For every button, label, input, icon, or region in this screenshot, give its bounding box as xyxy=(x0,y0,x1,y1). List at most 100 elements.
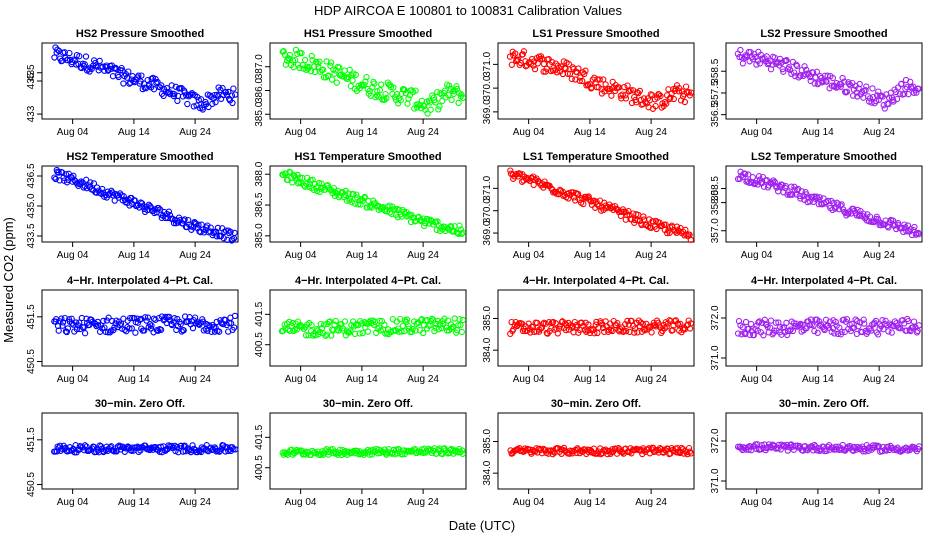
data-point xyxy=(291,326,298,333)
data-point xyxy=(756,60,764,67)
data-point xyxy=(459,316,466,324)
data-point xyxy=(232,446,239,453)
data-point xyxy=(862,87,869,94)
data-point xyxy=(448,96,455,104)
data-point xyxy=(327,59,335,66)
data-point xyxy=(915,231,922,238)
data-point xyxy=(289,179,296,186)
data-point xyxy=(911,223,918,231)
y-tick-label: 358.5 xyxy=(710,58,721,83)
x-tick-label: Aug 04 xyxy=(741,497,773,508)
data-point xyxy=(531,65,539,73)
data-point xyxy=(617,212,625,220)
data-point xyxy=(510,326,517,333)
data-point xyxy=(82,53,90,60)
data-point xyxy=(459,94,467,101)
data-point xyxy=(73,326,81,333)
data-point xyxy=(180,327,187,334)
data-point xyxy=(232,91,239,98)
data-point xyxy=(861,320,868,327)
data-point xyxy=(516,170,524,178)
panel-title: HS2 Temperature Smoothed xyxy=(66,151,213,163)
data-point xyxy=(144,314,152,321)
plot-frame xyxy=(497,412,695,490)
x-tick-label: Aug 04 xyxy=(513,497,545,508)
x-tick-label: Aug 24 xyxy=(179,497,211,508)
data-point xyxy=(910,318,918,325)
data-point xyxy=(382,90,389,98)
x-tick-label: Aug 24 xyxy=(407,497,439,508)
data-point xyxy=(171,91,178,98)
data-point xyxy=(341,67,348,74)
data-point xyxy=(294,50,301,58)
data-point xyxy=(755,173,763,180)
panel-title: LS1 Temperature Smoothed xyxy=(523,151,669,163)
data-point xyxy=(135,448,142,456)
data-point xyxy=(571,318,578,326)
data-point xyxy=(453,83,460,90)
data-point xyxy=(605,326,613,334)
x-tick-label: Aug 14 xyxy=(802,497,834,508)
data-point xyxy=(310,330,317,338)
x-tick-label: Aug 04 xyxy=(513,374,545,385)
y-tick-label: 385.0 xyxy=(482,306,493,331)
x-tick-label: Aug 24 xyxy=(863,250,895,261)
data-point xyxy=(137,199,144,206)
panel-title: 30−min. Zero Off. xyxy=(323,398,413,410)
data-point xyxy=(863,83,870,90)
data-point xyxy=(333,79,340,86)
data-point xyxy=(213,233,220,240)
data-point xyxy=(640,213,647,220)
data-point xyxy=(542,320,549,327)
data-point xyxy=(290,327,297,335)
data-point xyxy=(408,328,416,336)
data-point xyxy=(648,329,655,336)
data-point xyxy=(105,314,112,321)
data-point xyxy=(803,66,810,74)
x-tick-label: Aug 04 xyxy=(57,250,89,261)
data-point xyxy=(754,441,761,448)
data-point xyxy=(205,103,212,111)
panel-8: LS2 Temperature Smoothed Aug 04 Aug 14 Aug … xyxy=(710,151,923,261)
data-point xyxy=(608,92,615,99)
data-point xyxy=(364,328,372,335)
data-point xyxy=(61,314,69,322)
data-point xyxy=(661,98,669,106)
data-point xyxy=(213,91,220,99)
series-points xyxy=(734,315,923,339)
data-point xyxy=(173,326,180,334)
plot-frame xyxy=(269,412,467,490)
data-point xyxy=(772,319,780,326)
data-point xyxy=(211,328,219,335)
data-point xyxy=(432,99,439,106)
data-point xyxy=(404,100,411,107)
y-tick-label: 370.0 xyxy=(482,75,493,100)
data-point xyxy=(296,174,304,181)
data-point xyxy=(439,97,446,105)
y-tick-label: 401.5 xyxy=(254,424,265,449)
panel-11: 4−Hr. Interpolated 4−Pt. Cal. Aug 04 Aug 1… xyxy=(482,275,695,385)
data-point xyxy=(227,320,235,327)
data-point xyxy=(62,444,69,451)
data-point xyxy=(101,67,108,74)
data-point xyxy=(457,322,464,329)
y-axis-label: Measured CO2 (ppm) xyxy=(1,217,16,343)
data-point xyxy=(345,73,352,81)
data-point xyxy=(679,446,687,453)
data-point xyxy=(744,178,751,185)
data-point xyxy=(586,81,593,88)
data-point xyxy=(738,331,745,338)
data-point xyxy=(775,59,782,66)
series-points xyxy=(279,445,466,459)
plot-frame xyxy=(41,289,239,367)
data-point xyxy=(619,91,626,98)
data-point xyxy=(216,328,223,335)
y-tick-label: 384.0 xyxy=(482,337,493,362)
data-point xyxy=(398,328,405,335)
panel-9: 4−Hr. Interpolated 4−Pt. Cal. Aug 04 Aug 1… xyxy=(26,275,239,385)
y-tick-label: 370.0 xyxy=(482,198,493,223)
data-point xyxy=(737,46,744,54)
data-point xyxy=(667,94,674,101)
data-point xyxy=(793,61,800,68)
data-point xyxy=(574,190,582,198)
